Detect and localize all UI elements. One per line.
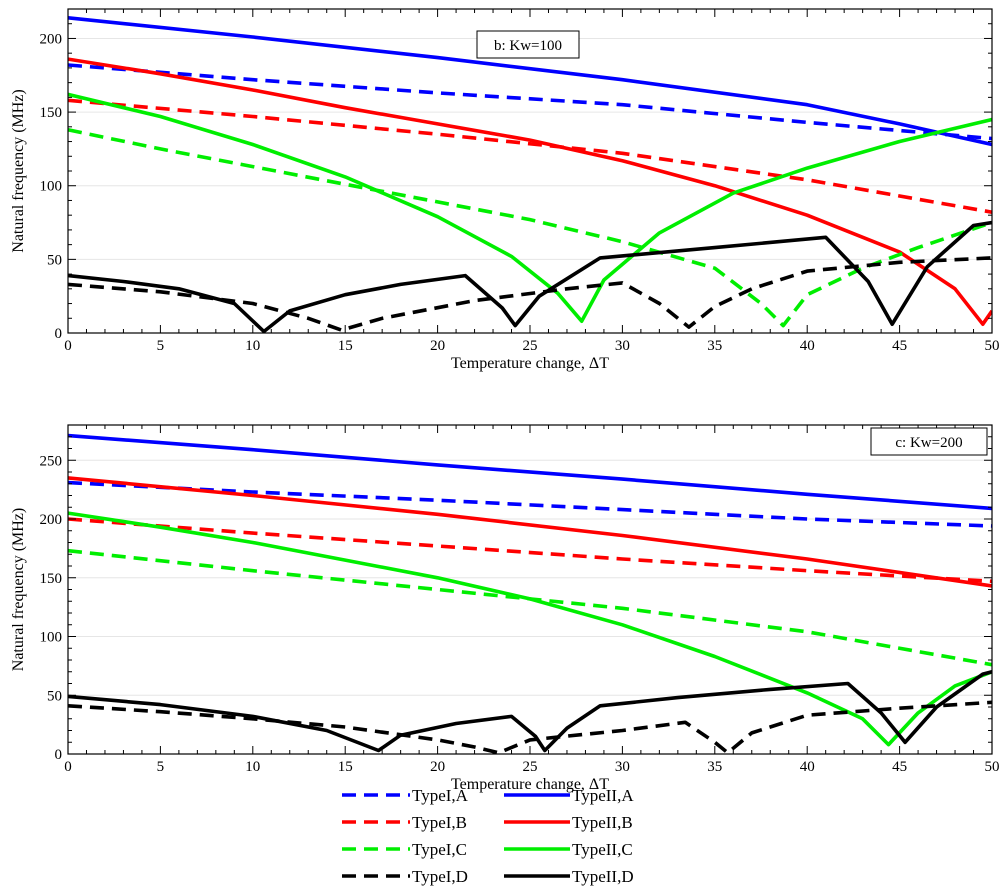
x-axis-label: Temperature change, ΔT	[451, 355, 609, 372]
series-line-typeid	[68, 700, 992, 754]
x-tick-label: 45	[892, 338, 907, 354]
series-line-typeiic	[68, 92, 992, 323]
y-axis-label: Natural frequency (MHz)	[10, 89, 27, 252]
y-tick-label: 0	[55, 747, 63, 763]
series-line-typeiid	[68, 670, 992, 753]
x-tick-label: 5	[157, 759, 165, 775]
series-line-typeid	[68, 256, 992, 332]
series-line-typeiia	[68, 16, 992, 147]
series-line-typeib	[68, 98, 992, 214]
annotation-box	[476, 30, 580, 59]
annotation-text: b: Kw=100	[494, 38, 562, 54]
x-tick-label: 25	[523, 338, 538, 354]
y-tick-label: 200	[40, 31, 63, 47]
y-tick-label: 250	[40, 453, 63, 469]
annotation-box	[870, 427, 988, 456]
chart-panel-kw100: 0 5 10 15 20 25 30 35 40 45 50 0 50 100 150 200 Temperat…	[10, 8, 1000, 372]
x-tick-label: 5	[157, 338, 165, 354]
legend-label: TypeI,A	[412, 786, 469, 805]
x-tick-label: 45	[892, 759, 907, 775]
series-line-typeiid	[68, 220, 992, 333]
x-tick-label: 0	[64, 338, 72, 354]
y-tick-label: 200	[40, 512, 63, 528]
legend-label: TypeII,D	[572, 867, 634, 886]
legend-label: TypeII,A	[572, 786, 634, 805]
x-tick-label: 30	[615, 759, 630, 775]
series-line-typeic	[68, 548, 992, 667]
series-line-typeiib	[68, 57, 992, 326]
x-tick-label: 35	[707, 338, 722, 354]
x-tick-label: 40	[800, 338, 815, 354]
series-line-typeiib	[68, 476, 992, 588]
y-tick-label: 100	[40, 630, 63, 646]
y-tick-label: 150	[40, 571, 63, 587]
legend-label: TypeII,C	[572, 840, 633, 859]
y-tick-label: 150	[40, 105, 63, 121]
x-tick-label: 20	[430, 338, 445, 354]
y-tick-label: 100	[40, 179, 63, 195]
chart-panel-kw200: 0 5 10 15 20 25 30 35 40 45 50 0 50 100 150 200 250 Tempe…	[10, 424, 1000, 793]
x-tick-label: 0	[64, 759, 72, 775]
legend-label: TypeI,C	[412, 840, 467, 859]
x-tick-label: 50	[985, 338, 1000, 354]
series-line-typeiia	[68, 433, 992, 511]
plot-frame	[67, 8, 993, 334]
series-line-typeic	[68, 128, 992, 328]
y-tick-label: 50	[47, 688, 62, 704]
x-tick-label: 10	[245, 338, 260, 354]
x-tick-label: 10	[245, 759, 260, 775]
x-tick-label: 40	[800, 759, 815, 775]
plot-frame	[67, 424, 993, 755]
legend-label: TypeI,D	[412, 867, 468, 886]
x-tick-label: 25	[523, 759, 538, 775]
legend: TypeI,A TypeII,A TypeI,B TypeII,B TypeI,C Typ…	[342, 786, 634, 886]
x-tick-label: 50	[985, 759, 1000, 775]
y-tick-label: 50	[47, 252, 62, 268]
x-tick-label: 15	[338, 338, 353, 354]
annotation-text: c: Kw=200	[895, 435, 962, 451]
x-tick-label: 35	[707, 759, 722, 775]
x-tick-label: 15	[338, 759, 353, 775]
y-tick-label: 0	[55, 326, 63, 342]
series-line-typeia	[68, 480, 992, 528]
y-axis-label: Natural frequency (MHz)	[10, 508, 27, 671]
series-line-typeia	[68, 63, 992, 141]
series-group	[68, 433, 992, 754]
x-tick-label: 30	[615, 338, 630, 354]
series-line-typeib	[68, 517, 992, 584]
x-axis-label: Temperature change, ΔT	[451, 776, 609, 793]
series-line-typeiic	[68, 511, 992, 747]
legend-label: TypeII,B	[572, 813, 633, 832]
x-tick-label: 20	[430, 759, 445, 775]
series-group	[68, 16, 992, 333]
legend-label: TypeI,B	[412, 813, 467, 832]
